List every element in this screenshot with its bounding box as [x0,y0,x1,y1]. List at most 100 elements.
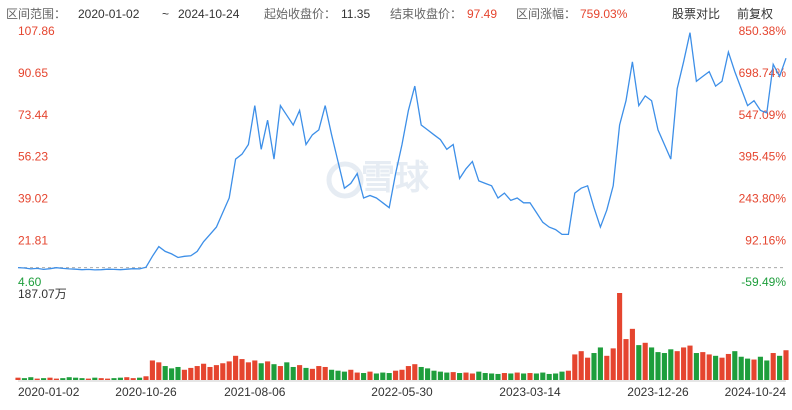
end-date: 2024-10-24 [178,7,240,21]
volume-bar [425,368,431,380]
x-tick-label: 2020-01-02 [18,385,80,399]
volume-bar [597,347,603,380]
volume-bar [450,372,456,380]
volume-bar [751,359,757,380]
volume-bar [521,373,527,380]
volume-bar [322,366,328,380]
volume-bar [271,364,277,380]
volume-bar [117,377,123,380]
volume-bar [757,356,763,380]
y2-tick-label: 243.80% [739,192,787,206]
y2-tick-label: -59.49% [741,275,786,289]
end-label: 结束收盘价： [390,6,462,21]
volume-bar [469,373,475,380]
volume-bar [309,368,315,380]
x-tick-label: 2024-10-24 [725,385,787,399]
volume-bar [85,378,91,380]
volume-bar [693,353,699,380]
volume-bar [508,373,514,380]
volume-bar [764,360,770,380]
volume-bar [681,347,687,380]
volume-bar [335,370,341,380]
volume-bar [604,355,610,380]
volume-bar [297,365,303,380]
volume-bar [540,372,546,380]
volume-bar [655,352,661,380]
range-label: 区间范围： [6,7,66,21]
volume-bar [162,366,168,380]
start-close: 11.35 [341,7,370,21]
volume-bar [245,362,251,380]
y2-tick-label: 698.74% [739,66,787,80]
volume-bar [482,373,488,380]
change: 759.03% [580,7,628,21]
volume-bar [220,363,226,380]
volume-bar [213,365,219,380]
volume-bar [431,370,437,380]
volume-bar [137,377,143,380]
volume-bar [258,363,264,380]
volume-bar [380,372,386,380]
volume-bar [60,378,66,380]
y2-tick-label: 547.09% [739,108,787,122]
volume-bar [719,357,725,380]
volume-bar [393,370,399,380]
volume-bar [130,378,136,380]
watermark: 雪球 [361,159,430,197]
y-tick-label: 73.44 [18,108,48,122]
volume-bar [770,353,776,380]
volume-bar [277,366,283,380]
volume-bar [265,361,271,380]
volume-bar [738,356,744,380]
volume-bar [361,373,367,380]
compare-button[interactable]: 股票对比 [672,7,720,21]
tilde: ~ [162,7,169,21]
y-tick-label: 90.65 [18,66,48,80]
volume-bar [367,371,373,380]
y2-tick-label: 850.38% [739,24,787,38]
volume-bar [732,351,738,380]
volume-bar [156,362,162,380]
x-tick-label: 2020-10-26 [115,385,177,399]
volume-bar [457,373,463,380]
x-tick-label: 2021-08-06 [224,385,286,399]
volume-bar [105,378,111,380]
volume-bar [553,373,559,380]
volume-bar [79,378,85,380]
adjust-button[interactable]: 前复权 [737,6,773,21]
watermark-logo [326,161,364,199]
volume-bar [687,345,693,380]
volume-bar [175,366,181,380]
volume-bar [15,377,21,380]
x-tick-label: 2023-12-26 [627,385,689,399]
volume-bar [111,378,117,380]
volume-bar [290,366,296,380]
volume-bar [373,373,379,380]
volume-bar [329,369,335,380]
volume-bar [642,342,648,380]
volume-bar [412,364,418,380]
volume-bar [527,373,533,380]
volume-bar [239,359,245,380]
volume-bar [610,348,616,380]
volume-bar [92,377,98,380]
x-tick-label: 2022-05-30 [371,385,433,399]
end-close: 97.49 [467,7,497,21]
volume-bar [623,339,629,380]
volume-bar [565,370,571,380]
volume-bar [233,355,239,380]
volume-tick-label: 187.07万 [18,287,67,301]
volume-bar [41,378,47,380]
volume-bar [252,360,258,380]
volume-bar [674,351,680,380]
volume-bar [316,366,322,380]
volume-bar [444,372,450,380]
volume-bar [21,378,27,380]
volume-bar [73,377,79,380]
volume-bar [514,372,520,380]
volume-bar [34,378,40,380]
volume-bar [591,353,597,380]
volume-bar [533,373,539,380]
volume-bar [386,373,392,380]
